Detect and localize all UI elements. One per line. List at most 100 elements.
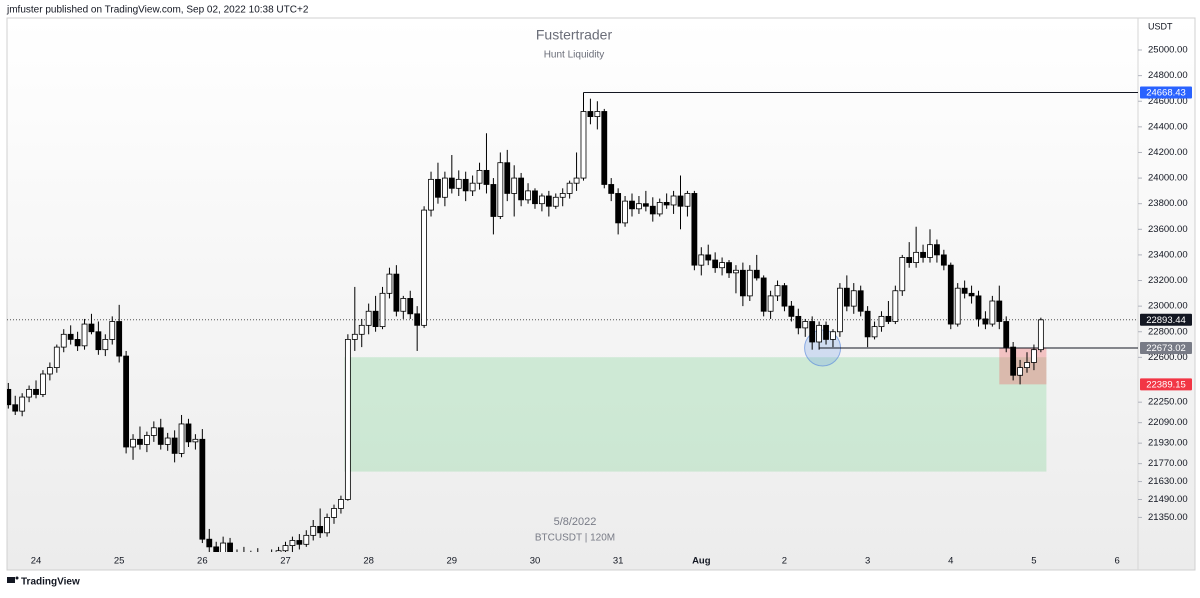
candle-body (213, 546, 220, 552)
candle-body (601, 111, 608, 185)
candle-body (455, 178, 462, 189)
x-tick-label: 24 (31, 556, 42, 567)
candle-body (157, 427, 164, 445)
candle-body (670, 195, 677, 206)
candle-body (927, 244, 933, 258)
candle-body (906, 257, 913, 263)
candle-body (441, 177, 448, 198)
chart-frame (6, 17, 1196, 571)
candle-body (705, 254, 712, 261)
y-tick-label: 22250.00 (1148, 397, 1188, 408)
x-tick-label: 31 (613, 556, 624, 567)
y-tick-label: 22800.00 (1148, 326, 1188, 337)
candle-body (1017, 367, 1023, 376)
candle-body (150, 427, 157, 436)
candle-body (296, 540, 303, 545)
y-tick-label: 22090.00 (1148, 417, 1188, 428)
candle-body (483, 169, 490, 185)
candle-body (795, 315, 802, 329)
candle-body (365, 310, 372, 326)
candle-body (545, 195, 552, 207)
price-label-box (1140, 378, 1192, 391)
footer: TradingView (21, 577, 80, 588)
chart-subtitle: Hunt Liquidity (544, 50, 605, 61)
y-tick-label: 23400.00 (1148, 249, 1188, 260)
candle-body (476, 169, 483, 184)
candle-body (726, 262, 732, 274)
candle-body (573, 177, 580, 184)
tradingview-logo (7, 576, 19, 583)
candle-body (414, 313, 421, 326)
candle-body (206, 538, 213, 548)
candle-body (712, 259, 719, 269)
candle-body (552, 196, 559, 207)
x-tick-label: 28 (363, 556, 374, 567)
candle-body (448, 177, 455, 189)
candle-body (109, 321, 116, 340)
y-tick-label: 21770.00 (1148, 458, 1188, 469)
candle-body (656, 202, 663, 215)
y-tick-label: 23800.00 (1148, 198, 1188, 209)
candle-body (961, 287, 968, 294)
candle-body (746, 269, 753, 297)
candle-body (850, 290, 857, 307)
candle-body (199, 438, 206, 540)
candle-body (220, 542, 227, 552)
x-tick-label: 2 (782, 556, 787, 567)
price-label-box (1140, 313, 1192, 326)
y-tick-label: 24200.00 (1148, 147, 1188, 158)
candle-body (46, 367, 53, 375)
candle-body (539, 195, 545, 205)
candle-body (331, 508, 337, 518)
price-label: 24668.43 (1146, 87, 1186, 98)
candle-body (379, 292, 386, 328)
candle-body (275, 550, 282, 552)
x-tick-label: 5 (1031, 556, 1036, 567)
candle-body (823, 324, 829, 340)
y-tick-label: 24000.00 (1148, 173, 1188, 184)
candle-body (684, 193, 691, 207)
candle-body (968, 292, 975, 297)
candle-body (975, 295, 982, 320)
plot (7, 91, 1138, 552)
candle-body (518, 177, 525, 201)
candle-body (7, 388, 12, 406)
candle-body (344, 339, 351, 500)
candle-body (143, 435, 150, 445)
candle-body (580, 111, 587, 179)
x-tick-label: 26 (197, 556, 208, 567)
x-tick-label: 27 (280, 556, 291, 567)
candle-body (989, 300, 996, 325)
candle-body (185, 423, 192, 443)
candle-body (490, 184, 497, 217)
candle-body (663, 202, 670, 206)
candle-body (178, 423, 185, 454)
chart-title: Fustertrader (536, 27, 613, 43)
candle-body (837, 287, 843, 333)
candle-body (33, 388, 39, 395)
candle-body (227, 542, 233, 552)
candle-body (871, 326, 878, 338)
candle-body (171, 437, 178, 454)
candle-body (843, 287, 850, 307)
candle-body (885, 315, 892, 322)
x-tick-label: 29 (447, 556, 458, 567)
candle-body (788, 305, 795, 317)
y-tick-label: 22600.00 (1148, 352, 1188, 363)
y-tick-label: 24400.00 (1148, 121, 1188, 132)
candle-body (899, 257, 906, 292)
price-label: 22389.15 (1146, 379, 1186, 390)
candle-body (615, 193, 622, 224)
candle-body (594, 111, 601, 118)
candle-body (532, 190, 538, 205)
candle-body (857, 290, 864, 312)
candle-body (497, 162, 504, 217)
candle-body (12, 404, 19, 412)
candle-body (802, 321, 809, 329)
candle-body (566, 182, 573, 194)
zone (999, 348, 1047, 385)
candle-body (81, 323, 88, 347)
candle-body (40, 373, 46, 395)
candle-body (809, 321, 816, 343)
